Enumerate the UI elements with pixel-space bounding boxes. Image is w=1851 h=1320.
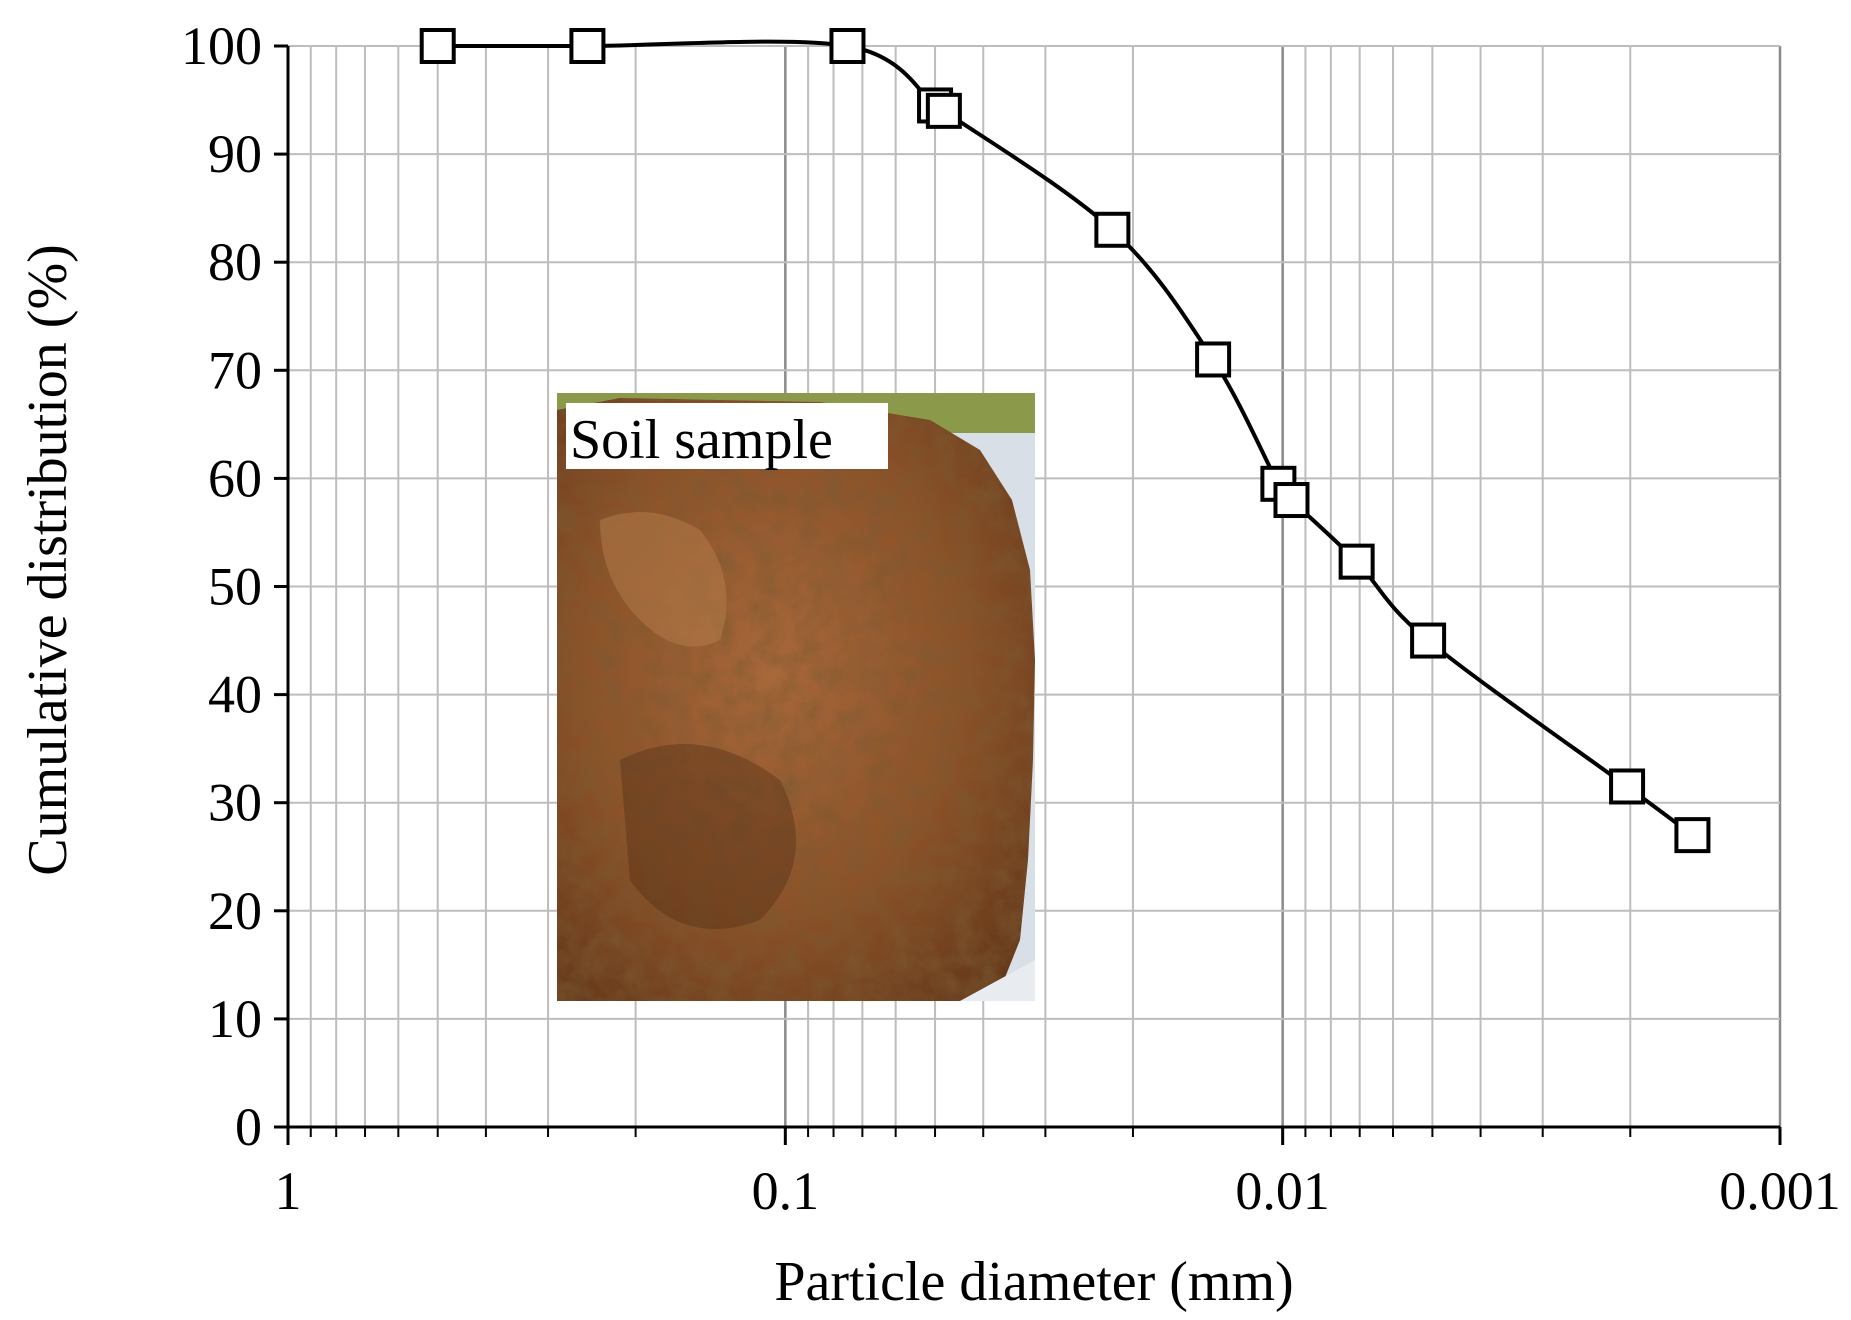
x-tick-label: 0.01 bbox=[1235, 1161, 1330, 1221]
soil-sample-photo bbox=[557, 398, 1035, 1001]
data-point-marker bbox=[569, 28, 606, 64]
data-point-marker bbox=[1410, 622, 1447, 659]
y-tick-label: 0 bbox=[235, 1097, 262, 1157]
y-ticks: 0 10 20 30 40 50 60 70 80 90 100 bbox=[181, 16, 288, 1157]
y-tick-label: 70 bbox=[208, 340, 262, 400]
inset-label-background bbox=[566, 403, 888, 469]
data-point-marker bbox=[419, 28, 456, 64]
x-tick-label: 1 bbox=[275, 1161, 302, 1221]
soil-shadow bbox=[620, 744, 796, 929]
y-tick-label: 80 bbox=[208, 232, 262, 292]
y-tick-label: 60 bbox=[208, 448, 262, 508]
soil-sample-inset: Soil sample bbox=[557, 393, 1035, 1001]
data-point-marker bbox=[1094, 211, 1131, 248]
x-axis-title: Particle diameter (mm) bbox=[774, 1251, 1293, 1313]
y-tick-label: 40 bbox=[208, 665, 262, 725]
soil-cloth bbox=[960, 960, 1035, 1001]
data-point-marker bbox=[925, 92, 962, 129]
data-point-marker bbox=[829, 28, 866, 64]
x-tick-label: 0.1 bbox=[752, 1161, 820, 1221]
y-tick-label: 90 bbox=[208, 124, 262, 184]
soil-highlight bbox=[600, 512, 727, 647]
y-tick-label: 100 bbox=[181, 16, 262, 76]
data-point-marker bbox=[1609, 768, 1646, 805]
data-point-marker bbox=[1273, 482, 1310, 519]
y-axis-title: Cumulative distribution (%) bbox=[17, 244, 79, 875]
markers bbox=[419, 28, 1711, 854]
y-tick-label: 20 bbox=[208, 881, 262, 941]
x-tick-label: 0.001 bbox=[1719, 1161, 1841, 1221]
x-ticks: 1 0.1 0.01 0.001 bbox=[275, 1127, 1841, 1221]
inset-label: Soil sample bbox=[570, 409, 833, 471]
data-point-marker bbox=[1338, 543, 1375, 580]
y-tick-label: 30 bbox=[208, 773, 262, 833]
data-point-marker bbox=[1674, 817, 1711, 854]
y-tick-label: 10 bbox=[208, 989, 262, 1049]
data-point-marker bbox=[1195, 341, 1232, 378]
y-tick-label: 50 bbox=[208, 557, 262, 617]
